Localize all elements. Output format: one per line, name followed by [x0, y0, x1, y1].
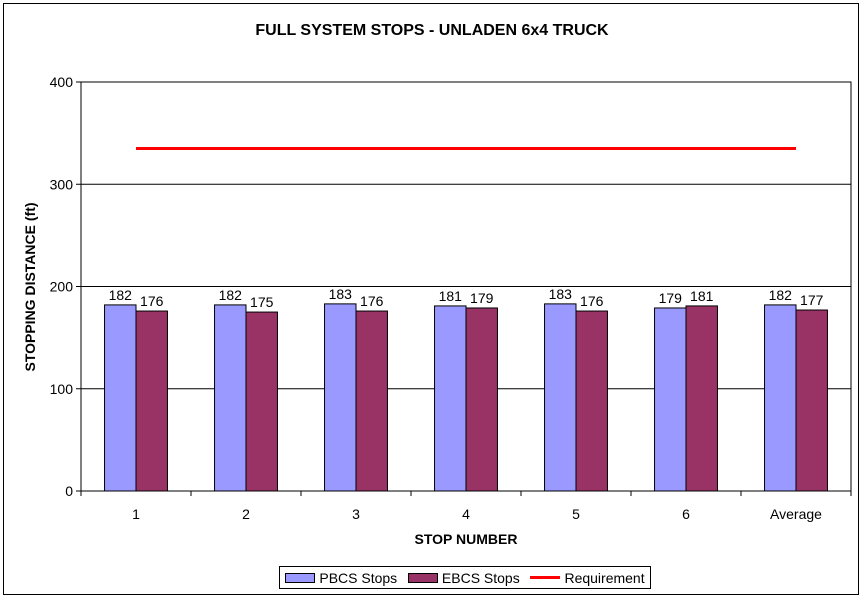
x-tick-label: 5 — [572, 506, 580, 522]
legend-item-ebcs: EBCS Stops — [407, 569, 520, 586]
bar-pbcs — [434, 305, 467, 492]
legend-label-requirement: Requirement — [564, 569, 645, 586]
data-label: 179 — [470, 290, 494, 306]
y-tick-label: 100 — [50, 381, 74, 397]
y-tick-label: 200 — [50, 279, 74, 295]
bar-pbcs — [764, 304, 797, 492]
data-label: 183 — [549, 286, 573, 302]
chart-title: FULL SYSTEM STOPS - UNLADEN 6x4 TRUCK — [255, 22, 609, 39]
x-tick-label: Average — [770, 506, 822, 522]
x-tick-label: 1 — [132, 506, 140, 522]
bar-ebcs — [795, 309, 828, 492]
data-label: 181 — [439, 288, 463, 304]
bar-ebcs — [245, 311, 278, 492]
data-label: 182 — [769, 287, 793, 303]
legend-swatch-pbcs — [285, 572, 316, 583]
data-label: 176 — [360, 293, 384, 309]
bar-pbcs — [324, 303, 357, 492]
x-tick-label: 4 — [462, 506, 470, 522]
data-label: 176 — [140, 293, 164, 309]
bar-ebcs — [685, 305, 718, 492]
x-tick-label: 2 — [242, 506, 250, 522]
bar-pbcs — [214, 304, 247, 492]
data-label: 183 — [329, 286, 353, 302]
legend-label-ebcs: EBCS Stops — [441, 569, 520, 586]
data-label: 176 — [580, 293, 604, 309]
legend-swatch-requirement — [530, 576, 561, 579]
legend-swatch-ebcs — [407, 572, 438, 583]
legend-item-requirement: Requirement — [530, 569, 645, 586]
y-tick-label: 400 — [50, 74, 74, 90]
chart-frame — [3, 3, 859, 595]
data-label: 177 — [800, 292, 824, 308]
bar-pbcs — [544, 303, 577, 492]
legend: PBCS Stops EBCS Stops Requirement — [279, 566, 651, 589]
data-label: 175 — [250, 294, 274, 310]
x-tick-label: 6 — [682, 506, 690, 522]
data-label: 181 — [690, 288, 714, 304]
legend-item-pbcs: PBCS Stops — [285, 570, 397, 586]
y-tick-label: 300 — [50, 176, 74, 192]
legend-label-pbcs: PBCS Stops — [319, 569, 398, 586]
y-axis-label: STOPPING DISTANCE (ft) — [22, 202, 38, 372]
x-axis-label: STOP NUMBER — [414, 531, 518, 547]
bar-pbcs — [104, 304, 137, 492]
x-tick-label: 3 — [352, 506, 360, 522]
y-tick-label: 0 — [65, 483, 73, 499]
data-label: 179 — [659, 290, 683, 306]
bar-ebcs — [465, 307, 498, 492]
bar-pbcs — [654, 307, 687, 492]
bar-ebcs — [355, 310, 388, 492]
data-label: 182 — [219, 287, 243, 303]
bar-ebcs — [135, 310, 168, 492]
data-label: 182 — [109, 287, 133, 303]
bar-ebcs — [575, 310, 608, 492]
